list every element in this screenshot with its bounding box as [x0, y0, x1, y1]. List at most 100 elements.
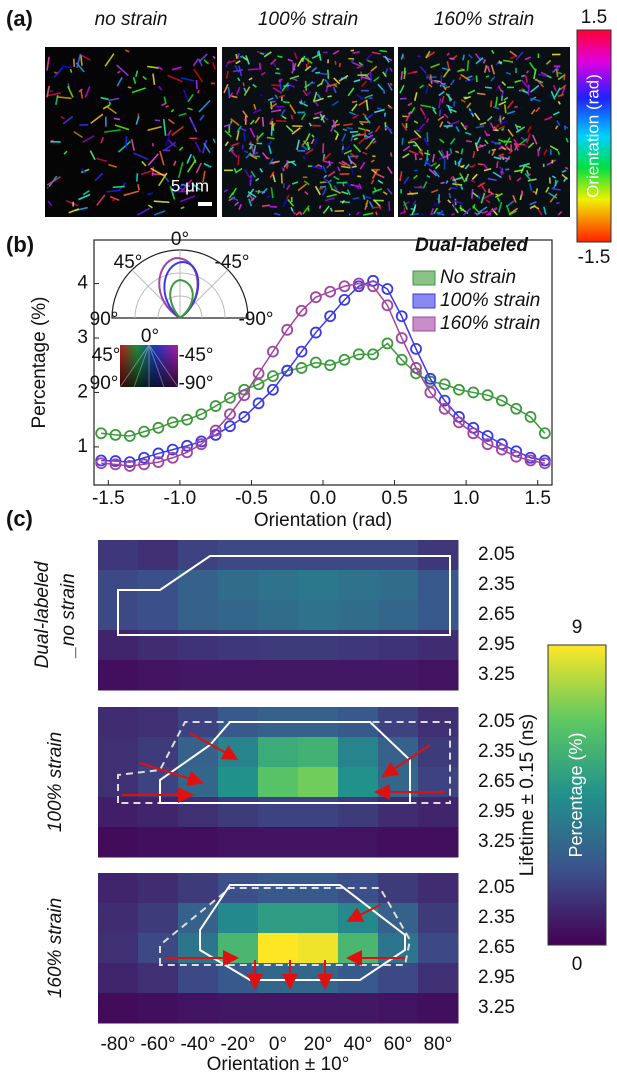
fiber: [242, 110, 249, 118]
row-label: 3.25: [478, 997, 515, 1018]
heatmap-cell: [98, 767, 139, 798]
fiber: [379, 49, 388, 53]
fiber: [437, 115, 445, 121]
fiber: [223, 123, 232, 128]
fiber: [520, 87, 524, 92]
fiber: [201, 139, 208, 154]
micrograph: [222, 47, 394, 217]
data-point: [109, 455, 122, 467]
fiber: [187, 159, 197, 173]
fiber: [364, 72, 370, 79]
data-point: [367, 348, 379, 361]
fiber: [478, 206, 488, 214]
fiber: [317, 164, 323, 168]
fiber: [89, 150, 96, 161]
x-axis-label: Orientation ± 10°: [207, 1054, 350, 1075]
y-axis-label: Lifetime ± 0.15 (ns): [517, 714, 538, 877]
fiber: [555, 66, 560, 71]
fiber: [364, 115, 371, 124]
fiber: [505, 71, 512, 75]
heatmap-cell: [98, 903, 139, 934]
fiber: [510, 144, 513, 153]
data-point: [224, 408, 236, 421]
fiber: [430, 189, 439, 194]
fiber: [314, 185, 322, 196]
fiber: [514, 79, 522, 83]
fiber: [166, 129, 172, 136]
fiber: [338, 62, 342, 68]
fiber: [371, 51, 381, 55]
fiber: [352, 114, 359, 120]
fiber: [194, 141, 202, 153]
fiber: [499, 170, 503, 176]
fiber: [449, 137, 456, 145]
fiber: [311, 134, 315, 138]
fiber: [171, 125, 184, 136]
fiber: [356, 93, 364, 101]
fiber: [368, 131, 374, 136]
fiber: [90, 113, 104, 125]
fiber: [418, 150, 424, 155]
fiber: [447, 104, 453, 114]
heatmap-cell: [178, 570, 219, 601]
fiber: [47, 200, 53, 207]
fiber: [248, 198, 253, 207]
heatmap-cell: [338, 660, 379, 691]
fiber: [556, 120, 561, 126]
heatmap-cell: [378, 570, 419, 601]
fiber: [316, 82, 323, 88]
fiber: [440, 83, 447, 87]
fiber: [496, 197, 501, 202]
fiber: [271, 172, 276, 183]
fiber: [518, 138, 528, 146]
fiber: [491, 148, 497, 152]
fiber: [249, 119, 255, 125]
fiber: [245, 55, 250, 65]
fiber: [432, 108, 437, 115]
fiber: [446, 61, 450, 69]
fiber: [304, 57, 313, 64]
fiber: [231, 95, 238, 99]
fiber: [362, 151, 368, 155]
fiber: [399, 210, 407, 215]
fiber: [451, 212, 455, 216]
fiber: [186, 153, 192, 164]
heatmap-cell: [338, 767, 379, 798]
fiber: [237, 77, 241, 82]
fiber: [78, 193, 91, 201]
fiber: [497, 138, 506, 144]
fiber: [268, 158, 274, 165]
fiber: [504, 137, 511, 147]
fiber: [104, 53, 115, 67]
data-point: [453, 383, 465, 396]
fiber: [509, 50, 518, 58]
fiber: [266, 136, 275, 140]
fiber: [159, 150, 165, 166]
fiber: [529, 62, 536, 71]
fiber: [53, 67, 63, 78]
fiber: [80, 168, 90, 174]
fiber: [243, 87, 248, 94]
fiber: [291, 181, 299, 185]
fiber: [353, 143, 362, 153]
fiber: [147, 65, 159, 69]
fiber: [474, 211, 479, 216]
row-label: 2.35: [478, 741, 515, 762]
fiber: [373, 187, 378, 192]
fiber: [466, 102, 472, 109]
fiber: [306, 90, 312, 96]
fiber: [341, 190, 349, 195]
series-line: [101, 342, 546, 437]
fiber: [482, 163, 489, 170]
fiber: [550, 90, 556, 100]
fiber: [244, 169, 250, 177]
data-point: [481, 389, 494, 402]
fiber: [333, 77, 341, 85]
fiber: [370, 159, 375, 163]
fiber: [235, 86, 241, 95]
fiber: [253, 103, 257, 110]
fiber: [389, 82, 393, 86]
fiber: [320, 72, 328, 76]
fiber: [236, 125, 242, 133]
column-label: -40°: [180, 1034, 215, 1055]
